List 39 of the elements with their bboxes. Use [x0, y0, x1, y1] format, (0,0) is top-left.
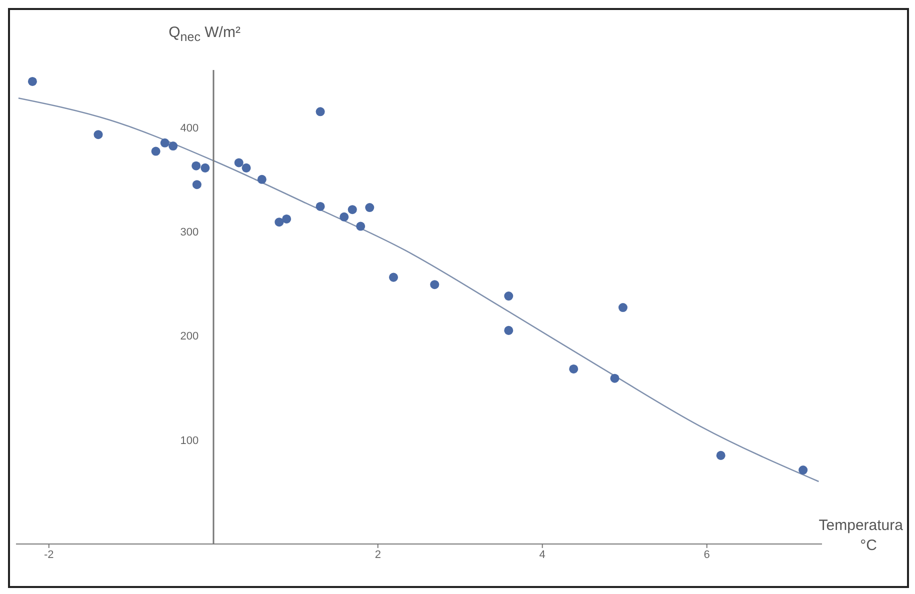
y-tick-label: 300 [180, 226, 199, 238]
point [192, 180, 202, 190]
point [160, 138, 170, 148]
x-tick-label: 6 [704, 548, 710, 561]
point [242, 163, 251, 172]
point [430, 280, 440, 290]
x-tick-label: 2 [374, 548, 381, 561]
point [716, 450, 726, 460]
point [200, 163, 210, 172]
x-tick-label: 4 [539, 548, 546, 561]
point [257, 174, 266, 184]
y-axis-title: Q$_{nec}$ W/m² [168, 24, 240, 44]
y-tick-label: 100 [180, 434, 199, 447]
point [569, 364, 578, 374]
y-tick-label: 200 [180, 330, 199, 343]
y-tick-label: 400 [180, 122, 199, 134]
point [798, 466, 808, 475]
point [282, 214, 292, 224]
x-tick-label: -2 [44, 548, 54, 561]
point [274, 218, 284, 227]
point [168, 142, 178, 151]
point [94, 130, 103, 140]
line-series [18, 97, 820, 482]
point [348, 205, 357, 214]
point [234, 158, 244, 168]
point [388, 272, 398, 282]
point [356, 222, 366, 231]
point [618, 303, 628, 312]
point [316, 202, 325, 211]
point [192, 161, 201, 170]
point [504, 292, 514, 301]
point [316, 107, 325, 116]
point [365, 203, 374, 212]
point [610, 374, 620, 383]
point [504, 326, 514, 335]
point [340, 212, 349, 222]
point [151, 146, 160, 156]
point [28, 76, 37, 86]
x-axis-title: Temperatura °C [818, 517, 904, 554]
